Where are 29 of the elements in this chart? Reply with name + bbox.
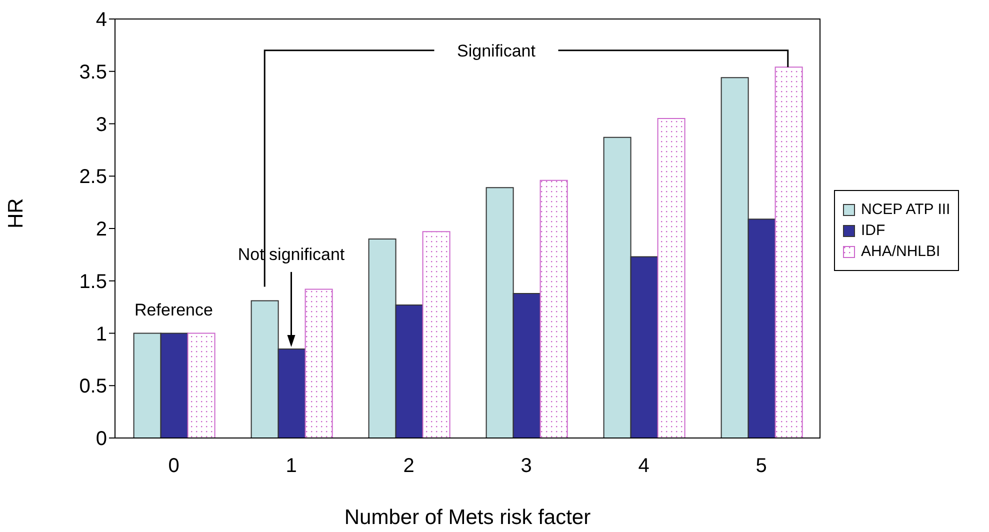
x-tick-label: 0	[168, 455, 180, 478]
legend-label: IDF	[861, 222, 886, 239]
y-tick-label: 2.5	[79, 166, 107, 188]
y-tick-label: 1	[96, 323, 107, 346]
x-tick-label: 4	[638, 455, 650, 478]
y-tick-label: 3	[96, 114, 107, 136]
x-axis-title: Number of Mets risk facter	[344, 506, 591, 529]
y-tick-label: 0.5	[79, 376, 107, 398]
y-tick-label: 4	[96, 9, 107, 32]
legend-label: AHA/NHLBI	[861, 243, 940, 260]
bar	[657, 118, 686, 438]
x-tick-label: 3	[520, 455, 532, 478]
legend-label: NCEP ATP III	[861, 201, 950, 218]
y-tick-label: 2	[96, 218, 107, 241]
x-tick-label: 1	[286, 455, 297, 478]
x-tick-label: 2	[403, 455, 414, 478]
annotation: Reference	[134, 300, 213, 320]
y-tick-label: 3.5	[79, 61, 107, 84]
annotation: Not significant	[238, 244, 345, 264]
bar	[540, 180, 568, 438]
bar	[304, 288, 333, 438]
y-axis-title: HR	[4, 198, 28, 228]
y-tick-label: 1.5	[79, 270, 107, 293]
x-tick-label: 5	[756, 455, 767, 478]
y-tick-label: 0	[96, 428, 107, 450]
bar	[422, 231, 450, 438]
bar	[774, 66, 803, 438]
annotation: Significant	[457, 41, 536, 60]
bar	[187, 332, 216, 438]
